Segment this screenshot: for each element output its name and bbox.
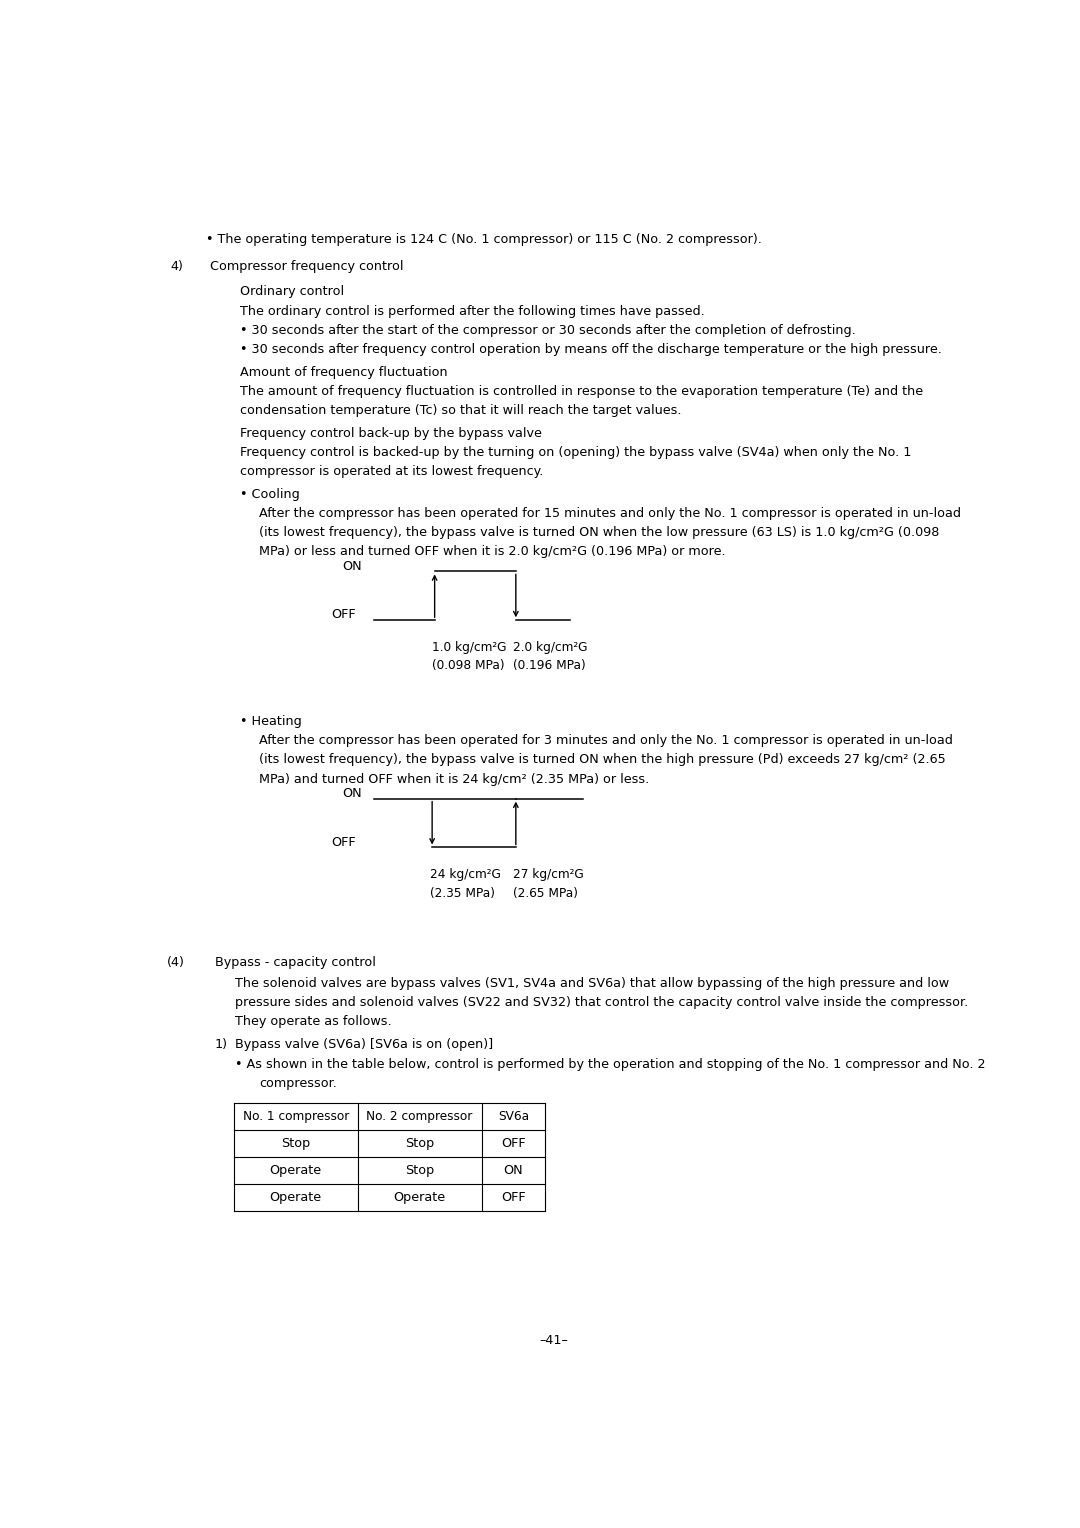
Text: ON: ON	[342, 787, 362, 801]
Text: Stop: Stop	[405, 1164, 434, 1178]
Text: OFF: OFF	[501, 1137, 526, 1151]
Text: (its lowest frequency), the bypass valve is turned ON when the low pressure (63 : (its lowest frequency), the bypass valve…	[259, 526, 940, 539]
Text: ON: ON	[342, 559, 362, 573]
Text: Bypass valve (SV6a) [SV6a is on (open)]: Bypass valve (SV6a) [SV6a is on (open)]	[235, 1038, 494, 1051]
Text: 1): 1)	[215, 1038, 228, 1051]
Text: The amount of frequency fluctuation is controlled in response to the evaporation: The amount of frequency fluctuation is c…	[240, 385, 922, 399]
Text: compressor is operated at its lowest frequency.: compressor is operated at its lowest fre…	[240, 465, 543, 478]
Text: • The operating temperature is 124 C (No. 1 compressor) or 115 C (No. 2 compress: • The operating temperature is 124 C (No…	[206, 232, 762, 246]
Text: Operate: Operate	[393, 1192, 446, 1204]
Text: Frequency control is backed-up by the turning on (opening) the bypass valve (SV4: Frequency control is backed-up by the tu…	[240, 446, 912, 458]
Text: The solenoid valves are bypass valves (SV1, SV4a and SV6a) that allow bypassing : The solenoid valves are bypass valves (S…	[235, 978, 949, 990]
Text: 27 kg/cm²G: 27 kg/cm²G	[513, 868, 584, 882]
Text: MPa) or less and turned OFF when it is 2.0 kg/cm²G (0.196 MPa) or more.: MPa) or less and turned OFF when it is 2…	[259, 545, 726, 558]
Text: 24 kg/cm²G: 24 kg/cm²G	[430, 868, 500, 882]
Text: Operate: Operate	[270, 1164, 322, 1178]
Text: OFF: OFF	[501, 1192, 526, 1204]
Text: (its lowest frequency), the bypass valve is turned ON when the high pressure (Pd: (its lowest frequency), the bypass valve…	[259, 753, 946, 767]
Text: No. 1 compressor: No. 1 compressor	[243, 1111, 349, 1123]
Text: Compressor frequency control: Compressor frequency control	[211, 260, 404, 274]
Text: After the compressor has been operated for 15 minutes and only the No. 1 compres: After the compressor has been operated f…	[259, 507, 961, 520]
Text: Frequency control back-up by the bypass valve: Frequency control back-up by the bypass …	[240, 426, 541, 440]
Text: (0.196 MPa): (0.196 MPa)	[513, 660, 586, 672]
Text: –41–: –41–	[539, 1334, 568, 1348]
Text: (2.35 MPa): (2.35 MPa)	[430, 886, 495, 900]
Text: Stop: Stop	[405, 1137, 434, 1151]
Text: Stop: Stop	[281, 1137, 310, 1151]
Text: Bypass - capacity control: Bypass - capacity control	[215, 957, 376, 969]
Text: After the compressor has been operated for 3 minutes and only the No. 1 compress: After the compressor has been operated f…	[259, 735, 953, 747]
Text: ON: ON	[503, 1164, 523, 1178]
Text: 1.0 kg/cm²G: 1.0 kg/cm²G	[432, 642, 507, 654]
Text: No. 2 compressor: No. 2 compressor	[366, 1111, 473, 1123]
Text: Amount of frequency fluctuation: Amount of frequency fluctuation	[240, 367, 447, 379]
Text: OFF: OFF	[332, 836, 356, 848]
Text: OFF: OFF	[332, 608, 356, 622]
Text: condensation temperature (Tc) so that it will reach the target values.: condensation temperature (Tc) so that it…	[240, 405, 681, 417]
Text: The ordinary control is performed after the following times have passed.: The ordinary control is performed after …	[240, 306, 704, 318]
Text: • As shown in the table below, control is performed by the operation and stoppin: • As shown in the table below, control i…	[235, 1059, 986, 1071]
Text: SV6a: SV6a	[498, 1111, 529, 1123]
Text: • Heating: • Heating	[240, 715, 301, 729]
Text: • 30 seconds after the start of the compressor or 30 seconds after the completio: • 30 seconds after the start of the comp…	[240, 324, 855, 338]
Text: (4): (4)	[166, 957, 185, 969]
Text: compressor.: compressor.	[259, 1077, 337, 1091]
Text: pressure sides and solenoid valves (SV22 and SV32) that control the capacity con: pressure sides and solenoid valves (SV22…	[235, 996, 969, 1010]
Text: • Cooling: • Cooling	[240, 487, 299, 501]
Text: MPa) and turned OFF when it is 24 kg/cm² (2.35 MPa) or less.: MPa) and turned OFF when it is 24 kg/cm²…	[259, 773, 649, 785]
Text: 4): 4)	[171, 260, 183, 274]
Text: (0.098 MPa): (0.098 MPa)	[432, 660, 504, 672]
Text: They operate as follows.: They operate as follows.	[235, 1016, 392, 1028]
Text: (2.65 MPa): (2.65 MPa)	[513, 886, 578, 900]
Text: 2.0 kg/cm²G: 2.0 kg/cm²G	[513, 642, 588, 654]
Text: Ordinary control: Ordinary control	[240, 286, 343, 298]
Text: Operate: Operate	[270, 1192, 322, 1204]
Text: • 30 seconds after frequency control operation by means off the discharge temper: • 30 seconds after frequency control ope…	[240, 344, 942, 356]
